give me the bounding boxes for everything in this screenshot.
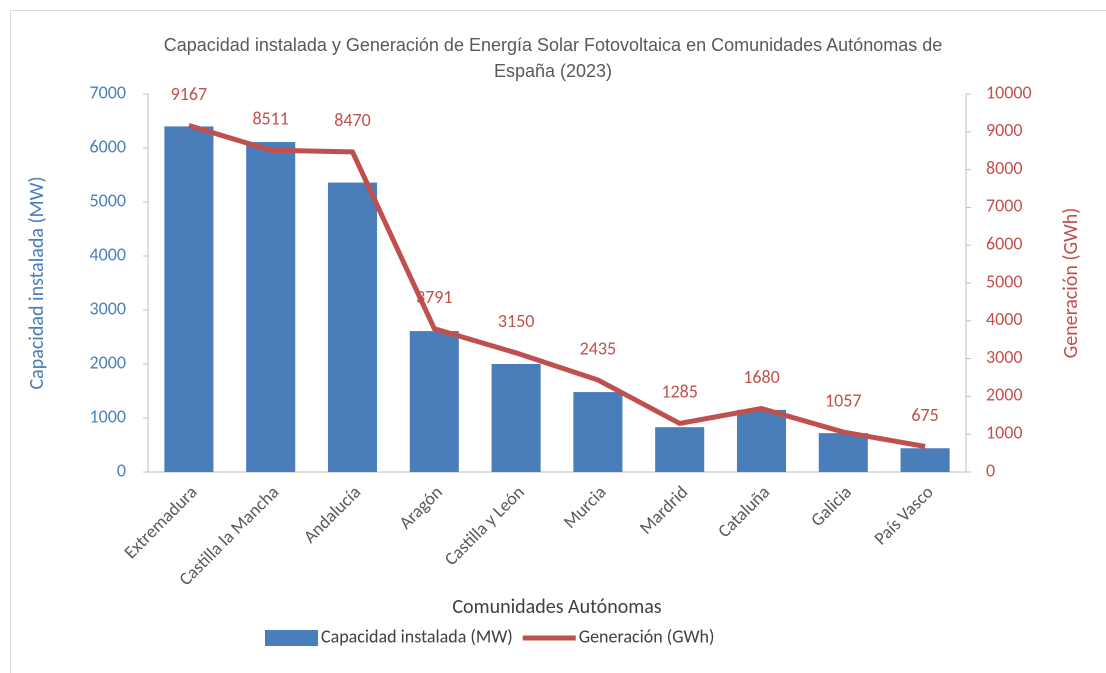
x-tick-label: País Vasco — [869, 481, 937, 549]
legend-label: Generación (GWh) — [579, 625, 715, 647]
data-label: 1680 — [743, 366, 780, 388]
y2-tick-label: 0 — [986, 459, 995, 481]
y-tick-label: 2000 — [90, 351, 127, 373]
y2-tick-label: 1000 — [986, 421, 1023, 443]
y2-tick-label: 3000 — [986, 346, 1023, 368]
y-tick-label: 7000 — [90, 81, 127, 103]
x-tick-label: Aragón — [394, 481, 447, 534]
y-tick-label: 3000 — [90, 297, 127, 319]
bar — [736, 409, 787, 472]
bar — [246, 142, 296, 472]
y-tick-label: 0 — [117, 459, 126, 481]
legend-label: Capacidad instalada (MW) — [321, 625, 513, 647]
y2-tick-label: 4000 — [986, 308, 1023, 330]
line — [188, 123, 926, 449]
bar — [573, 392, 623, 472]
x-tick-label: Galicia — [806, 481, 856, 531]
data-label: 1057 — [825, 389, 862, 411]
bar — [900, 448, 950, 472]
y2-tick-label: 7000 — [986, 195, 1023, 217]
x-tick-label: Mardrid — [635, 481, 693, 539]
y-tick-label: 5000 — [90, 189, 127, 211]
y-tick-label: 4000 — [90, 243, 127, 265]
data-label: 3791 — [416, 286, 453, 308]
y2-tick-label: 8000 — [986, 157, 1023, 179]
data-label: 9167 — [171, 83, 208, 105]
data-label: 3150 — [498, 310, 535, 332]
data-label: 8470 — [334, 109, 371, 131]
y2-tick-label: 10000 — [986, 81, 1032, 103]
bar — [655, 427, 705, 472]
x-tick-label: Extremadura — [119, 481, 201, 563]
data-label: 8511 — [252, 108, 289, 130]
bar — [818, 433, 868, 472]
y-tick-label: 1000 — [90, 405, 127, 427]
bar — [164, 126, 214, 473]
data-label: 2435 — [580, 337, 617, 359]
data-label: 675 — [911, 404, 938, 426]
x-tick-label: Castilla y León — [440, 481, 529, 570]
x-tick-label: Andalucía — [299, 481, 365, 547]
y2-tick-label: 9000 — [986, 119, 1023, 141]
bar — [409, 331, 459, 472]
x-tick-label: Murcia — [559, 481, 611, 533]
y2-axis-title: Generación (GWh) — [1059, 208, 1083, 359]
bar — [491, 364, 541, 472]
legend-swatch — [265, 630, 318, 646]
chart-border — [10, 10, 1106, 673]
y-axis-title: Capacidad instalada (MW) — [25, 176, 49, 389]
x-axis-title: Comunidades Autónomas — [452, 595, 661, 619]
y2-tick-label: 6000 — [986, 232, 1023, 254]
y2-tick-label: 2000 — [986, 384, 1023, 406]
bar — [327, 182, 378, 472]
y-tick-label: 6000 — [90, 135, 127, 157]
chart-title: Capacidad instalada y Generación de Ener… — [163, 35, 943, 81]
data-label: 1285 — [661, 381, 698, 403]
y2-tick-label: 5000 — [986, 270, 1023, 292]
x-tick-label: Cataluña — [713, 481, 774, 542]
